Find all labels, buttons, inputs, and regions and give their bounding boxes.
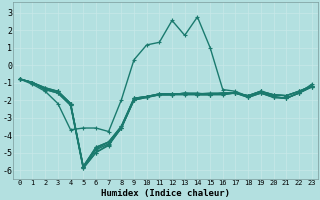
- X-axis label: Humidex (Indice chaleur): Humidex (Indice chaleur): [101, 189, 230, 198]
